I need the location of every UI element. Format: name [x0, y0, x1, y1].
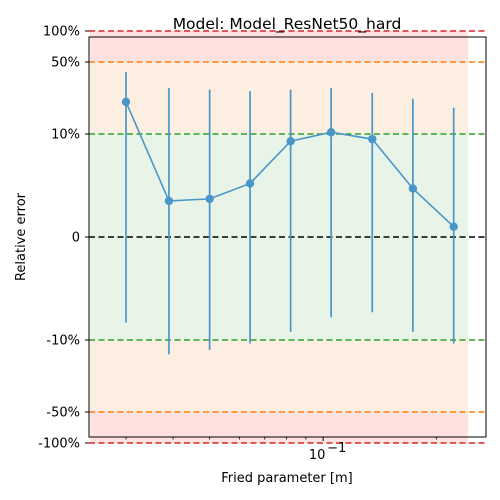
x-axis-label: Fried parameter [m]: [221, 471, 352, 486]
y-axis-ticks: -100% -50% -10% 0 10% 50% 100%: [38, 25, 89, 452]
data-point-5: [326, 128, 336, 137]
y-tick-label-1: -50%: [46, 405, 80, 420]
y-tick-label-3: 0: [72, 231, 80, 246]
x-axis-ticks: 10 −1: [125, 437, 438, 463]
x-tick-exponent-0: −1: [327, 441, 346, 456]
y-tick-label-6: 100%: [43, 25, 80, 40]
data-point-7: [408, 184, 418, 193]
y-tick-label-2: -10%: [46, 334, 80, 349]
y-axis-label: Relative error: [14, 192, 29, 281]
x-tick-label-0: 10: [309, 448, 326, 463]
chart-title: Model: Model_ResNet50_hard: [173, 15, 402, 34]
data-point-3: [245, 179, 255, 188]
data-point-6: [368, 134, 377, 144]
y-tick-label-4: 10%: [51, 128, 80, 143]
data-point-0: [121, 97, 131, 107]
y-tick-label-0: -100%: [38, 437, 80, 452]
y-tick-label-5: 50%: [51, 56, 80, 71]
data-point-2: [205, 194, 214, 204]
data-point-1: [164, 196, 174, 206]
data-point-8: [449, 222, 458, 231]
series-layer: [121, 97, 458, 231]
data-point-4: [286, 137, 295, 146]
